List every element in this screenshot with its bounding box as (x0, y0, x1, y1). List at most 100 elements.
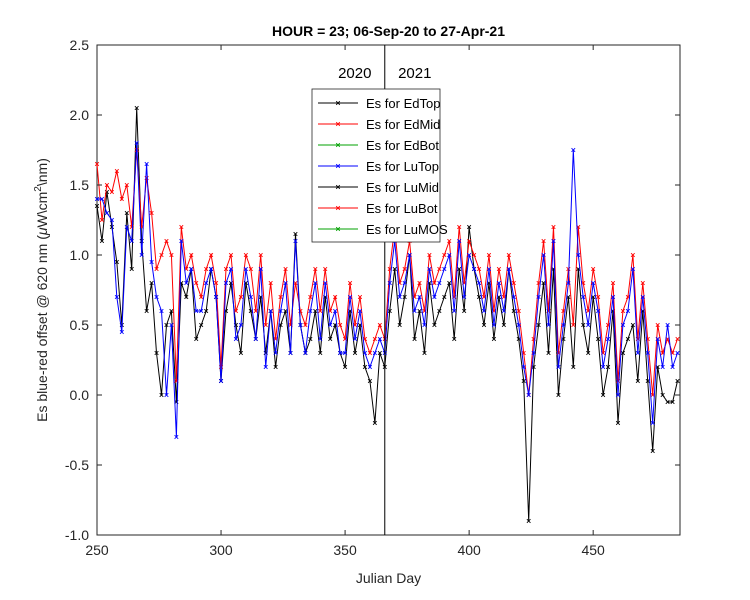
data-point (283, 266, 288, 272)
data-point (511, 294, 516, 300)
data-point (243, 252, 248, 258)
data-point (189, 252, 194, 258)
data-point (347, 280, 353, 286)
data-point (496, 280, 502, 286)
y-tick-label: 0.5 (70, 317, 90, 333)
data-point (114, 168, 119, 174)
data-point (675, 378, 680, 384)
data-point (546, 322, 551, 328)
y-tick-label: 2.0 (70, 107, 90, 123)
data-point (665, 322, 670, 328)
data-point (248, 266, 253, 272)
legend-entry: Es for EdTop (318, 96, 440, 111)
x-tick-label: 250 (85, 542, 109, 558)
data-point (471, 252, 477, 258)
data-point (571, 147, 576, 153)
data-point (596, 308, 601, 314)
data-point (362, 350, 368, 356)
data-point (476, 266, 482, 272)
data-point (467, 252, 472, 258)
data-point (164, 392, 169, 398)
data-point (124, 224, 129, 230)
data-point (516, 322, 521, 328)
data-point (521, 364, 526, 370)
data-point (640, 294, 645, 300)
y-axis-label-sup: 2 (33, 186, 44, 192)
y-tick-label: 2.5 (70, 37, 90, 53)
data-point (94, 161, 100, 167)
data-point (551, 224, 556, 230)
data-point (308, 308, 313, 314)
data-point (437, 308, 442, 314)
data-point (630, 266, 635, 272)
data-point (144, 161, 149, 167)
data-point (417, 294, 422, 300)
data-point (377, 350, 382, 356)
series-line-1 (96, 149, 678, 396)
data-point (258, 266, 263, 272)
data-point (467, 238, 472, 244)
data-point (258, 252, 263, 258)
data-point (610, 294, 616, 300)
data-point (194, 280, 199, 286)
data-point (149, 259, 154, 265)
data-point (94, 203, 100, 209)
data-point (129, 266, 134, 272)
data-point (670, 399, 675, 405)
legend: Es for EdTop Es for EdMid Es for EdBot Es f… (311, 88, 448, 243)
data-point (615, 392, 621, 398)
data-point (561, 322, 566, 328)
data-point (213, 280, 219, 286)
data-point (625, 308, 631, 314)
data-point (556, 392, 561, 398)
data-point (352, 350, 358, 356)
data-point (362, 364, 368, 370)
data-point (437, 280, 442, 286)
data-point (596, 294, 601, 300)
data-point (571, 364, 576, 370)
legend-entry: Es for EdMid (318, 117, 440, 132)
legend-swatch-marker (335, 226, 341, 232)
legend-swatch-marker (335, 121, 341, 127)
data-point (457, 238, 462, 244)
data-point (600, 392, 606, 398)
data-point (273, 364, 278, 370)
data-point (377, 322, 382, 328)
legend-swatch-marker (335, 184, 341, 190)
data-point (169, 322, 174, 328)
data-point (526, 518, 531, 524)
data-point (372, 350, 377, 356)
data-point (268, 280, 273, 286)
data-point (467, 224, 472, 230)
data-point (447, 252, 452, 258)
legend-swatch-marker (335, 205, 341, 211)
data-point (164, 322, 169, 328)
data-point (268, 308, 273, 314)
data-point (605, 336, 611, 342)
x-tick-label: 350 (333, 542, 357, 558)
data-point (526, 392, 531, 398)
data-point (571, 322, 576, 328)
data-point (293, 280, 298, 286)
data-point (402, 294, 407, 300)
data-point (556, 364, 561, 370)
data-point (576, 252, 581, 258)
data-point (149, 280, 154, 286)
y-axis-label-unit: W\cm (34, 192, 50, 228)
data-point (298, 322, 303, 328)
data-point (124, 210, 129, 216)
data-point (486, 252, 492, 258)
data-point (139, 252, 144, 258)
data-point (442, 266, 447, 272)
data-point (620, 308, 626, 314)
data-point (397, 294, 402, 300)
data-point (630, 252, 635, 258)
data-point (412, 308, 417, 314)
data-point (338, 322, 343, 328)
data-point (635, 350, 640, 356)
data-point (640, 280, 645, 286)
data-point (675, 350, 680, 356)
data-point (293, 238, 298, 244)
data-point (481, 308, 487, 314)
